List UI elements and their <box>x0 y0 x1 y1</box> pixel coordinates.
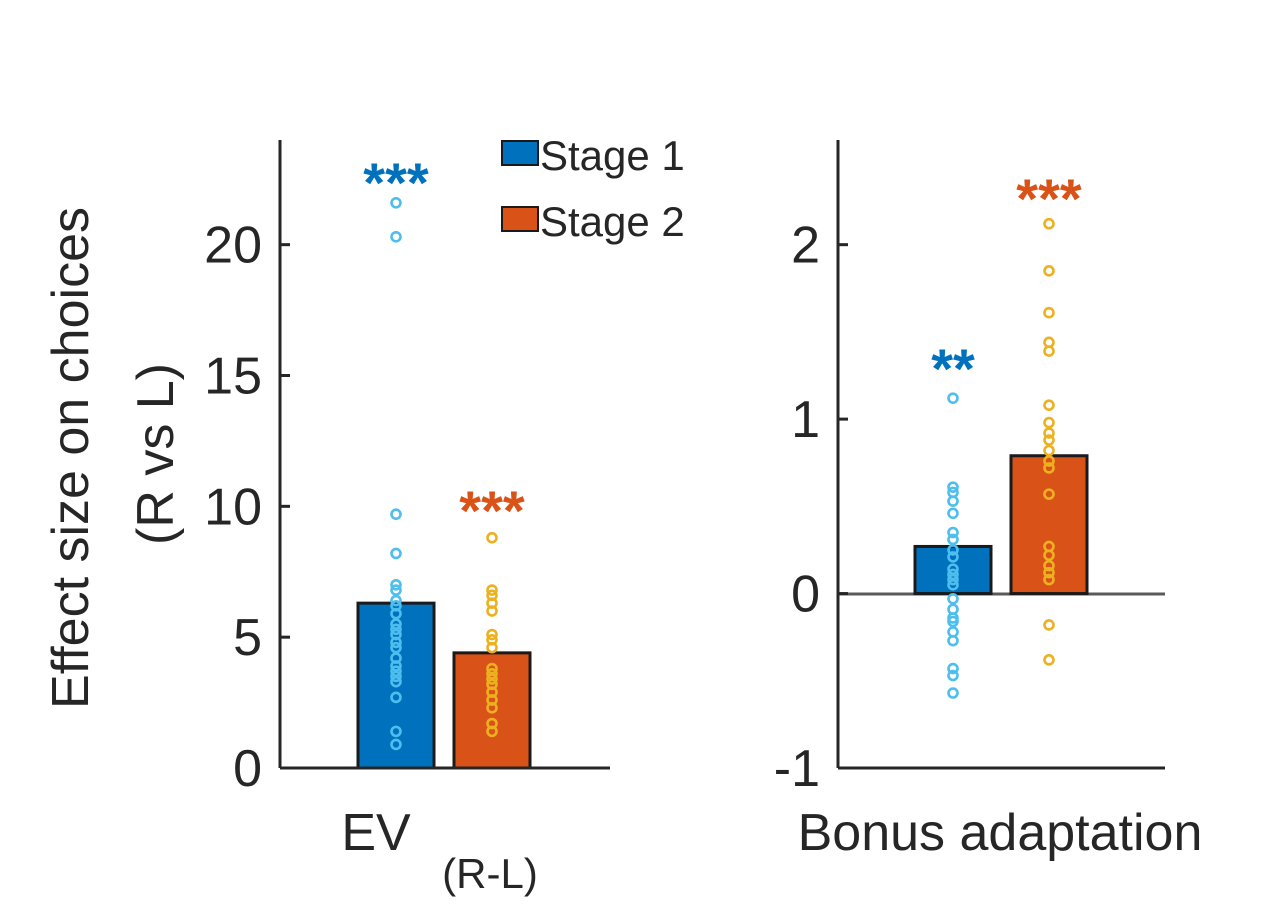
right-point-stage1 <box>947 592 959 605</box>
right-point-stage2 <box>1043 265 1055 277</box>
legend-swatch-stage1 <box>501 140 539 166</box>
right-sig-stage1: ** <box>931 337 975 400</box>
left-x-label-sub: (R-L) <box>442 850 538 897</box>
left-x-label-main: EV <box>341 804 411 862</box>
left-y-tick-label: 5 <box>233 609 262 667</box>
right-point-stage1 <box>947 579 959 591</box>
right-point-stage1 <box>947 533 959 546</box>
right-point-stage2 <box>1043 427 1055 439</box>
right-y-tick-label: 0 <box>791 566 820 624</box>
right-point-stage1 <box>947 669 959 682</box>
left-point-stage1 <box>390 547 402 560</box>
right-point-stage1 <box>947 568 959 581</box>
right-point-stage1 <box>947 526 959 539</box>
right-point-stage1 <box>947 392 959 404</box>
left-y-ticks: 0 5 10 15 20 <box>204 217 290 798</box>
legend-swatch-stage2 <box>501 206 539 232</box>
right-point-stage1 <box>947 495 959 507</box>
left-y-tick-label: 15 <box>204 348 262 406</box>
right-point-stage1 <box>947 551 959 563</box>
right-point-stage2 <box>1043 455 1055 467</box>
left-point-stage1 <box>390 231 402 243</box>
left-point-stage1 <box>390 675 402 688</box>
left-y-tick-label: 20 <box>204 217 262 275</box>
right-point-stage2 <box>1043 559 1055 572</box>
right-y-tick-label: -1 <box>774 740 820 798</box>
left-point-stage2 <box>486 605 498 617</box>
left-point-stage2 <box>486 641 498 654</box>
left-point-stage1 <box>390 725 402 738</box>
right-point-stage1 <box>947 687 959 699</box>
right-point-stage2 <box>1043 462 1055 474</box>
right-point-stage1 <box>947 634 959 647</box>
right-y-ticks: -1 0 1 2 <box>774 217 848 798</box>
left-point-stage2 <box>486 702 498 714</box>
right-point-stage1 <box>947 544 959 556</box>
right-point-stage2 <box>1043 566 1055 579</box>
right-point-stage1 <box>947 481 959 493</box>
right-point-stage2 <box>1043 399 1055 411</box>
right-y-tick-label: 2 <box>791 217 820 275</box>
left-point-stage2 <box>486 725 498 738</box>
left-sig-stage2: *** <box>459 479 525 542</box>
left-point-stage1 <box>390 691 402 704</box>
left-point-stage1 <box>390 660 402 672</box>
left-points <box>390 197 498 751</box>
left-point-stage1 <box>390 594 402 607</box>
right-point-stage2 <box>1043 488 1055 500</box>
right-point-stage1 <box>947 563 959 575</box>
right-point-stage1 <box>947 662 959 675</box>
left-point-stage1 <box>390 623 402 636</box>
left-point-stage2 <box>486 584 498 596</box>
left-point-stage2 <box>486 628 498 641</box>
legend-label-stage1: Stage 1 <box>540 132 685 179</box>
right-point-stage2 <box>1043 345 1055 357</box>
left-point-stage1 <box>390 665 402 677</box>
left-point-stage1 <box>390 508 402 520</box>
right-point-stage2 <box>1043 573 1055 586</box>
right-x-label: Bonus adaptation <box>798 804 1203 862</box>
right-point-stage2 <box>1043 619 1055 631</box>
left-point-stage1 <box>390 197 402 209</box>
right-bars <box>913 454 1089 596</box>
right-points <box>947 217 1055 699</box>
right-y-tick-label: 1 <box>791 391 820 449</box>
right-bar-stage2 <box>1009 454 1089 596</box>
left-point-stage1 <box>390 618 402 630</box>
right-sig-stage2: *** <box>1016 167 1082 230</box>
left-point-stage1 <box>390 579 402 591</box>
left-y-tick-label: 0 <box>233 740 262 798</box>
left-point-stage2 <box>486 673 498 685</box>
left-point-stage1 <box>390 738 402 751</box>
left-point-stage2 <box>486 662 498 675</box>
left-point-stage2 <box>486 531 498 544</box>
right-point-stage2 <box>1043 217 1055 230</box>
right-point-stage2 <box>1043 654 1055 666</box>
legend-label-stage2: Stage 2 <box>540 198 685 245</box>
y-axis-label-line1: Effect size on choices <box>42 207 100 709</box>
left-point-stage1 <box>390 641 402 654</box>
left-sig-stage1: *** <box>363 151 429 214</box>
right-point-stage2 <box>1043 444 1055 457</box>
right-point-stage1 <box>947 507 959 520</box>
left-point-stage1 <box>390 607 402 620</box>
right-point-stage2 <box>1043 306 1055 319</box>
panel-ev: 0 5 10 15 20 *** *** EV (R-L) Effect size on… <box>42 140 610 897</box>
right-point-stage2 <box>1043 434 1055 446</box>
right-point-stage1 <box>947 615 959 628</box>
left-point-stage1 <box>390 636 402 649</box>
left-bars <box>356 601 532 770</box>
right-point-stage2 <box>1043 416 1055 429</box>
y-axis-label-line2: (R vs L) <box>127 363 185 545</box>
right-point-stage2 <box>1043 549 1055 561</box>
left-point-stage1 <box>390 670 402 683</box>
left-y-tick-label: 10 <box>204 478 262 536</box>
legend: Stage 1 Stage 2 <box>501 132 685 245</box>
right-point-stage1 <box>947 573 959 586</box>
left-point-stage2 <box>486 667 498 680</box>
panel-bonus-adaptation: -1 0 1 2 ** *** Bonus adaptation <box>774 140 1203 862</box>
left-point-stage1 <box>390 584 402 596</box>
